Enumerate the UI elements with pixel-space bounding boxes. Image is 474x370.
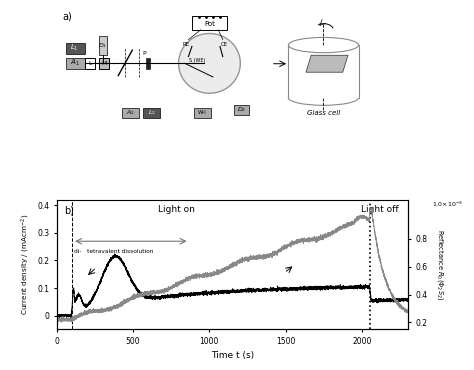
- Bar: [65, 58, 85, 69]
- Polygon shape: [306, 55, 348, 72]
- Text: W-l: W-l: [198, 111, 207, 115]
- X-axis label: Time t (s): Time t (s): [211, 352, 254, 360]
- Text: 1.0×10$^{-3}$: 1.0×10$^{-3}$: [432, 200, 464, 209]
- Bar: [99, 36, 107, 54]
- Text: b): b): [64, 205, 74, 215]
- Y-axis label: Current density / (mAcm$^{-2}$): Current density / (mAcm$^{-2}$): [19, 214, 32, 315]
- Polygon shape: [179, 34, 240, 93]
- Text: M: M: [101, 61, 107, 66]
- Bar: [146, 58, 150, 69]
- Text: $D_2$: $D_2$: [237, 105, 246, 114]
- Text: Glass cell: Glass cell: [307, 110, 340, 116]
- Text: P: P: [143, 51, 146, 56]
- Text: L: L: [88, 61, 91, 66]
- Text: $L_1$: $L_1$: [70, 43, 79, 53]
- Text: S (WE): S (WE): [189, 58, 205, 63]
- Bar: [234, 105, 249, 115]
- Text: RE: RE: [182, 42, 189, 47]
- Y-axis label: Reflectance $R_0$($\Phi_2S_2$): Reflectance $R_0$($\Phi_2S_2$): [436, 229, 446, 300]
- Text: Light off: Light off: [361, 205, 399, 214]
- Ellipse shape: [288, 90, 358, 105]
- Text: di-   tetravalent dissolution: di- tetravalent dissolution: [73, 249, 153, 254]
- Text: a): a): [62, 11, 72, 21]
- Text: $A_2$: $A_2$: [126, 108, 135, 117]
- Text: CE: CE: [220, 42, 228, 47]
- Text: Pot: Pot: [204, 21, 215, 27]
- Bar: [85, 58, 95, 69]
- Ellipse shape: [288, 37, 358, 53]
- Text: $D_1$: $D_1$: [98, 41, 108, 50]
- Bar: [99, 58, 109, 69]
- Bar: [143, 108, 160, 118]
- Bar: [122, 108, 139, 118]
- Text: $A_1$: $A_1$: [70, 58, 79, 68]
- Bar: [192, 16, 227, 30]
- Bar: [65, 43, 85, 54]
- Bar: [194, 108, 211, 118]
- Polygon shape: [288, 45, 358, 98]
- Text: Light on: Light on: [158, 205, 194, 214]
- Text: $L_2$: $L_2$: [148, 108, 155, 117]
